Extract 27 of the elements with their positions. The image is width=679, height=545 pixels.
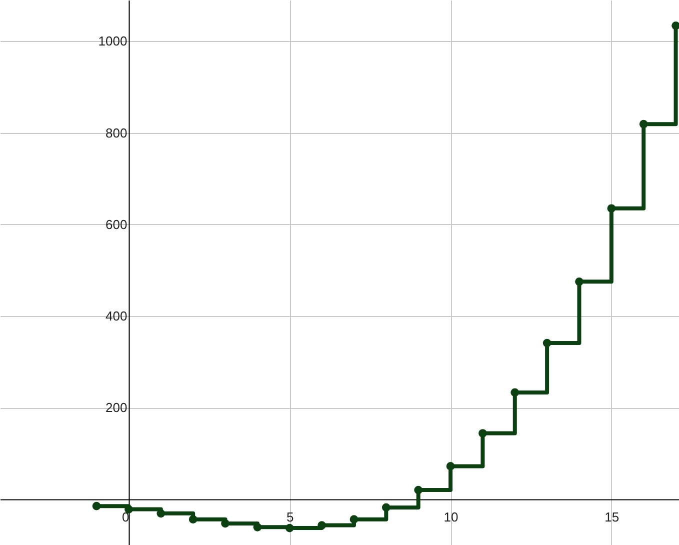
y-tick-label: 1000: [98, 34, 128, 49]
point: [382, 503, 390, 512]
point: [510, 388, 520, 397]
point: [672, 21, 679, 30]
point: [414, 486, 423, 494]
x-tick-label: 10: [444, 510, 458, 525]
point: [542, 338, 552, 348]
point: [285, 524, 294, 532]
point: [575, 277, 584, 286]
point: [318, 521, 326, 530]
x-tick-label: 15: [604, 510, 620, 525]
point: [639, 120, 648, 128]
y-tick-label: 400: [106, 308, 128, 324]
x-tick-label: 5: [286, 510, 294, 525]
y-tick-label: 800: [106, 125, 128, 140]
point: [350, 515, 358, 524]
y-tick-label: 600: [106, 216, 128, 232]
point: [92, 502, 101, 510]
point: [188, 515, 198, 524]
point: [221, 519, 230, 528]
point: [478, 429, 487, 438]
point: [156, 509, 166, 518]
point: [124, 505, 133, 514]
point: [253, 522, 262, 532]
point: [446, 462, 455, 470]
point: [607, 204, 616, 213]
y-tick-label: 200: [106, 400, 128, 416]
